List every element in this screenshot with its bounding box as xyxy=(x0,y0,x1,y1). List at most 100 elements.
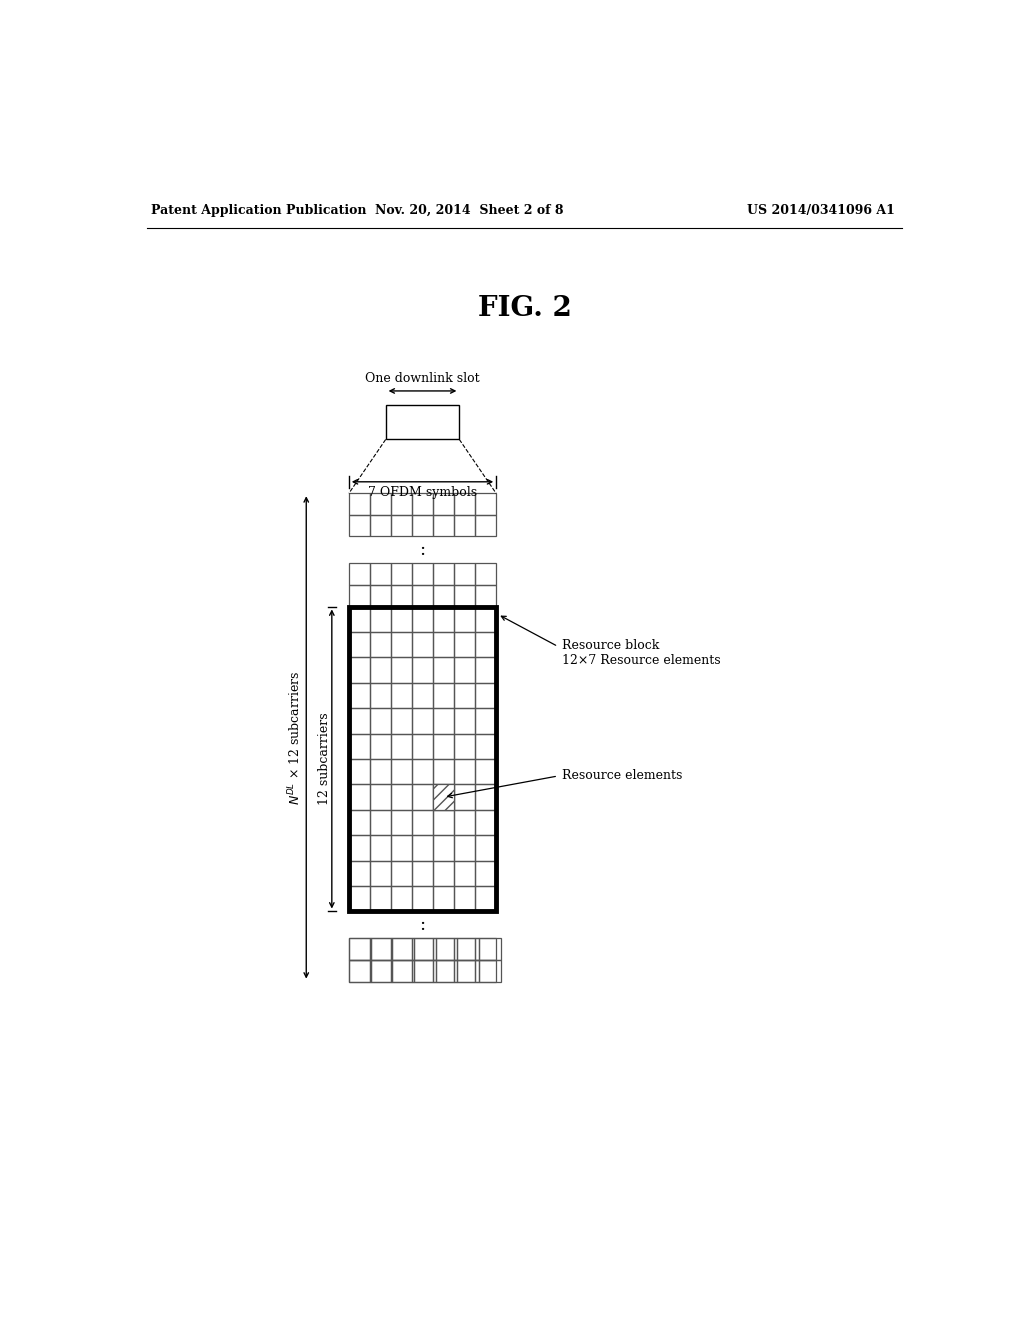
Text: :: : xyxy=(420,916,426,935)
Bar xyxy=(412,607,433,632)
Bar xyxy=(349,939,370,960)
Bar xyxy=(475,734,496,759)
Bar xyxy=(412,709,433,734)
Bar xyxy=(391,585,412,607)
Bar xyxy=(433,939,454,960)
Bar xyxy=(412,632,433,657)
Text: $N^{DL}$ × 12 subcarriers: $N^{DL}$ × 12 subcarriers xyxy=(287,671,304,805)
Bar xyxy=(349,960,370,982)
Bar xyxy=(433,836,454,861)
Bar xyxy=(370,939,391,960)
Bar xyxy=(475,657,496,682)
Bar xyxy=(475,861,496,886)
Bar xyxy=(349,784,370,810)
Bar xyxy=(454,515,475,536)
Bar xyxy=(475,632,496,657)
Bar xyxy=(475,585,496,607)
Bar xyxy=(433,585,454,607)
Bar xyxy=(391,494,412,515)
Bar xyxy=(435,960,458,982)
Bar xyxy=(433,734,454,759)
Bar xyxy=(412,784,433,810)
Bar xyxy=(433,564,454,585)
Text: US 2014/0341096 A1: US 2014/0341096 A1 xyxy=(748,205,895,218)
Text: 12 subcarriers: 12 subcarriers xyxy=(317,713,331,805)
Bar xyxy=(370,886,391,911)
Bar xyxy=(412,836,433,861)
Bar xyxy=(454,939,475,960)
Text: Patent Application Publication: Patent Application Publication xyxy=(152,205,367,218)
Bar xyxy=(412,886,433,911)
Bar xyxy=(349,709,370,734)
Bar xyxy=(391,784,412,810)
Text: :: : xyxy=(420,541,426,558)
Bar xyxy=(412,494,433,515)
Bar xyxy=(475,960,496,982)
Bar xyxy=(433,657,454,682)
Bar xyxy=(454,836,475,861)
Bar xyxy=(392,939,414,960)
Bar xyxy=(414,939,435,960)
Bar xyxy=(349,939,371,960)
Bar xyxy=(349,585,370,607)
Bar xyxy=(391,657,412,682)
Bar xyxy=(475,939,496,960)
Bar xyxy=(433,759,454,784)
Bar xyxy=(370,494,391,515)
Bar xyxy=(349,810,370,836)
Bar xyxy=(349,564,370,585)
Bar xyxy=(412,682,433,708)
Bar xyxy=(391,734,412,759)
Bar xyxy=(370,836,391,861)
Bar xyxy=(435,939,458,960)
Bar xyxy=(433,632,454,657)
Bar xyxy=(391,810,412,836)
Bar xyxy=(433,784,454,810)
Bar xyxy=(414,960,435,982)
Bar xyxy=(433,960,454,982)
Bar xyxy=(391,886,412,911)
Bar xyxy=(458,960,479,982)
Bar xyxy=(475,810,496,836)
Bar xyxy=(475,515,496,536)
Bar xyxy=(433,494,454,515)
Bar xyxy=(454,810,475,836)
Bar xyxy=(475,784,496,810)
Text: Nov. 20, 2014  Sheet 2 of 8: Nov. 20, 2014 Sheet 2 of 8 xyxy=(375,205,563,218)
Bar xyxy=(349,734,370,759)
Bar xyxy=(370,564,391,585)
Bar xyxy=(370,759,391,784)
Bar xyxy=(371,960,392,982)
Bar xyxy=(371,939,392,960)
Bar xyxy=(391,607,412,632)
Bar xyxy=(479,939,501,960)
Bar xyxy=(349,657,370,682)
Bar xyxy=(392,960,414,982)
Bar xyxy=(349,515,370,536)
Bar xyxy=(454,734,475,759)
Bar xyxy=(433,607,454,632)
Bar xyxy=(349,632,370,657)
Bar xyxy=(386,405,460,440)
Text: FIG. 2: FIG. 2 xyxy=(478,296,571,322)
Text: Resource block
12×7 Resource elements: Resource block 12×7 Resource elements xyxy=(562,639,721,667)
Bar xyxy=(349,861,370,886)
Bar xyxy=(454,607,475,632)
Bar xyxy=(370,861,391,886)
Bar xyxy=(479,960,501,982)
Bar xyxy=(412,759,433,784)
Bar xyxy=(454,632,475,657)
Bar xyxy=(454,585,475,607)
Bar xyxy=(370,657,391,682)
Bar xyxy=(412,960,433,982)
Bar xyxy=(391,836,412,861)
Bar xyxy=(475,709,496,734)
Bar xyxy=(475,886,496,911)
Bar xyxy=(433,861,454,886)
Bar xyxy=(412,861,433,886)
Bar xyxy=(454,682,475,708)
Bar xyxy=(412,734,433,759)
Bar xyxy=(370,632,391,657)
Bar xyxy=(433,682,454,708)
Bar xyxy=(454,709,475,734)
